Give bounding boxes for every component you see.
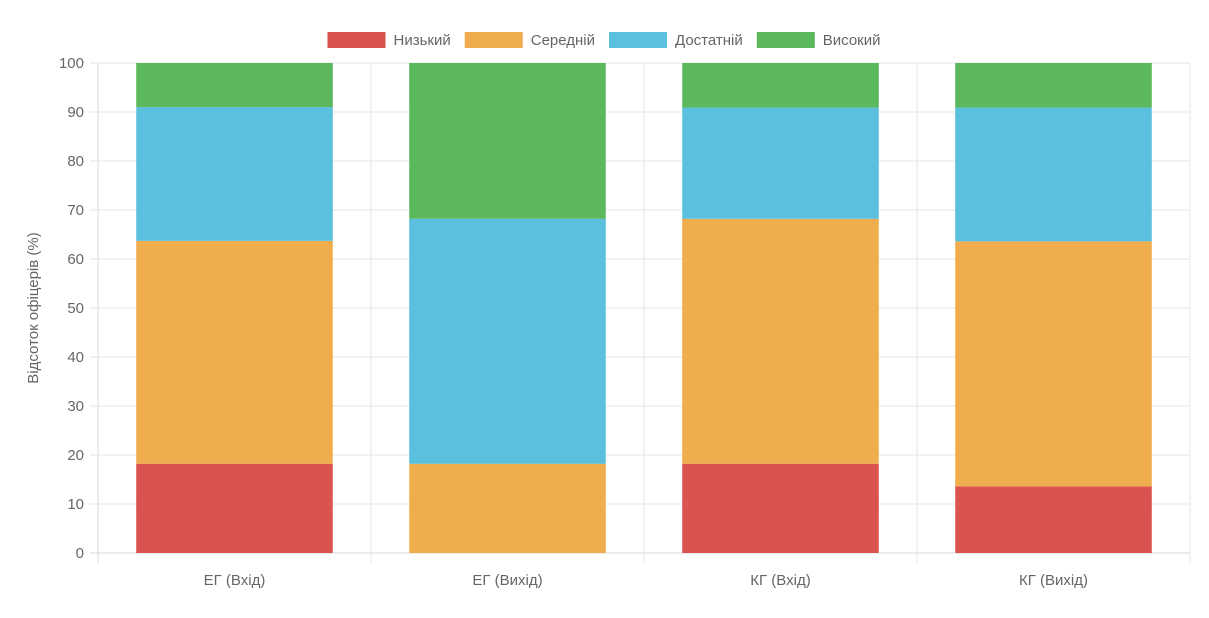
y-tick-label: 80 [67, 153, 84, 170]
legend-item[interactable]: Низький [327, 32, 451, 49]
legend[interactable]: Низький Середній Достатній Високий [327, 32, 881, 49]
bar-segment[interactable] [136, 463, 333, 553]
legend-swatch [327, 32, 386, 48]
bar-segment[interactable] [955, 486, 1152, 553]
legend-swatch [464, 32, 523, 48]
bar-segment[interactable] [955, 107, 1152, 242]
y-tick-label: 70 [67, 202, 84, 219]
y-tick-label: 10 [67, 496, 84, 513]
bar-segment[interactable] [682, 463, 879, 553]
x-tick-label: КГ (Вихід) [1019, 572, 1088, 589]
y-axis-title: Відсоток офіцерів (%) [25, 232, 42, 383]
legend-item[interactable]: Середній [464, 32, 595, 49]
bars [136, 63, 1152, 553]
y-tick-label: 40 [67, 349, 84, 366]
bar-segment[interactable] [682, 218, 879, 464]
bar-segment[interactable] [682, 63, 879, 108]
bar-segment[interactable] [136, 240, 333, 464]
bar-segment[interactable] [955, 241, 1152, 487]
x-tick-label: КГ (Вхід) [750, 572, 810, 589]
bar-segment[interactable] [409, 63, 606, 219]
legend-item[interactable]: Достатній [609, 32, 743, 49]
bar-segment[interactable] [409, 218, 606, 464]
axes: 0 10 20 30 40 50 60 70 80 90 100 ЕГ (Вхід) ЕГ (Вихід… [59, 55, 1088, 589]
bar-segment[interactable] [136, 107, 333, 241]
y-tick-label: 20 [67, 447, 84, 464]
y-tick-label: 30 [67, 398, 84, 415]
y-tick-label: 100 [59, 55, 84, 72]
legend-swatch [756, 32, 815, 48]
bar-segment[interactable] [136, 63, 333, 108]
bar-segment[interactable] [955, 63, 1152, 108]
y-tick-label: 0 [76, 545, 84, 562]
bar-segment[interactable] [409, 463, 606, 553]
x-tick-label: ЕГ (Вхід) [204, 572, 266, 589]
legend-label: Середній [531, 32, 595, 49]
legend-label: Високий [823, 32, 881, 49]
y-tick-label: 60 [67, 251, 84, 268]
y-tick-label: 90 [67, 104, 84, 121]
legend-item[interactable]: Високий [756, 32, 881, 49]
x-tick-label: ЕГ (Вихід) [472, 572, 542, 589]
bar-segment[interactable] [682, 107, 879, 219]
legend-swatch [609, 32, 668, 48]
y-tick-label: 50 [67, 300, 84, 317]
legend-label: Низький [394, 32, 451, 49]
legend-label: Достатній [675, 32, 743, 49]
